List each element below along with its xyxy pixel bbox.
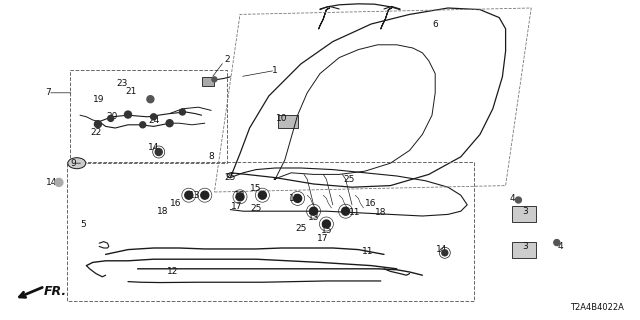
Text: 21: 21 (125, 87, 137, 96)
Text: 7: 7 (45, 88, 51, 97)
Text: 12: 12 (167, 268, 179, 276)
Text: 14: 14 (45, 178, 57, 187)
Text: 2: 2 (225, 55, 230, 64)
Circle shape (236, 193, 244, 201)
Text: 15: 15 (250, 184, 262, 193)
Circle shape (310, 207, 317, 215)
Text: 18: 18 (375, 208, 387, 217)
Text: 16: 16 (365, 199, 377, 208)
Text: 25: 25 (343, 175, 355, 184)
Text: 13: 13 (234, 191, 246, 200)
Text: 15: 15 (321, 226, 332, 235)
Text: 23: 23 (116, 79, 127, 88)
Circle shape (259, 191, 266, 199)
Bar (278, 115, 298, 128)
Circle shape (125, 111, 131, 118)
Text: 4: 4 (509, 194, 515, 203)
Text: 5: 5 (81, 220, 86, 228)
Text: 25: 25 (250, 204, 262, 212)
Circle shape (108, 116, 114, 121)
Text: 25: 25 (295, 224, 307, 233)
Circle shape (212, 77, 217, 82)
Ellipse shape (68, 158, 86, 169)
Circle shape (554, 240, 560, 245)
Bar (512, 206, 536, 222)
Circle shape (156, 148, 162, 156)
Text: 13: 13 (189, 191, 201, 200)
Circle shape (147, 96, 154, 103)
Text: 13: 13 (308, 213, 319, 222)
Circle shape (294, 195, 301, 203)
Text: 18: 18 (157, 207, 169, 216)
Text: 17: 17 (317, 234, 329, 243)
Text: 11: 11 (362, 247, 374, 256)
Text: 16: 16 (170, 199, 182, 208)
Text: 3: 3 (522, 207, 527, 216)
Circle shape (342, 207, 349, 215)
Text: 19: 19 (93, 95, 105, 104)
Circle shape (166, 120, 173, 127)
Text: 3: 3 (522, 242, 527, 251)
Text: 17: 17 (231, 202, 243, 211)
Text: 6: 6 (433, 20, 438, 28)
Circle shape (95, 121, 101, 128)
Text: FR.: FR. (44, 285, 67, 298)
Text: 10: 10 (276, 114, 287, 123)
Circle shape (185, 191, 193, 199)
Text: 1: 1 (273, 66, 278, 75)
Text: 14: 14 (148, 143, 159, 152)
Text: 8: 8 (209, 152, 214, 161)
Circle shape (442, 250, 448, 256)
Text: T2A4B4022A: T2A4B4022A (570, 303, 624, 312)
Circle shape (201, 191, 209, 199)
Text: 20: 20 (106, 112, 118, 121)
Text: 24: 24 (148, 116, 159, 124)
Text: 13: 13 (289, 194, 300, 203)
Text: 14: 14 (436, 245, 447, 254)
Bar (202, 77, 214, 86)
Text: 25: 25 (225, 173, 236, 182)
Text: 22: 22 (90, 128, 102, 137)
Circle shape (55, 179, 63, 186)
Circle shape (515, 197, 522, 203)
Circle shape (179, 109, 186, 115)
Circle shape (140, 122, 146, 128)
Circle shape (150, 114, 157, 120)
Text: 4: 4 (557, 242, 563, 251)
Text: 9: 9 (71, 159, 76, 168)
Bar (512, 242, 536, 258)
Circle shape (323, 220, 330, 228)
Text: 11: 11 (349, 208, 361, 217)
